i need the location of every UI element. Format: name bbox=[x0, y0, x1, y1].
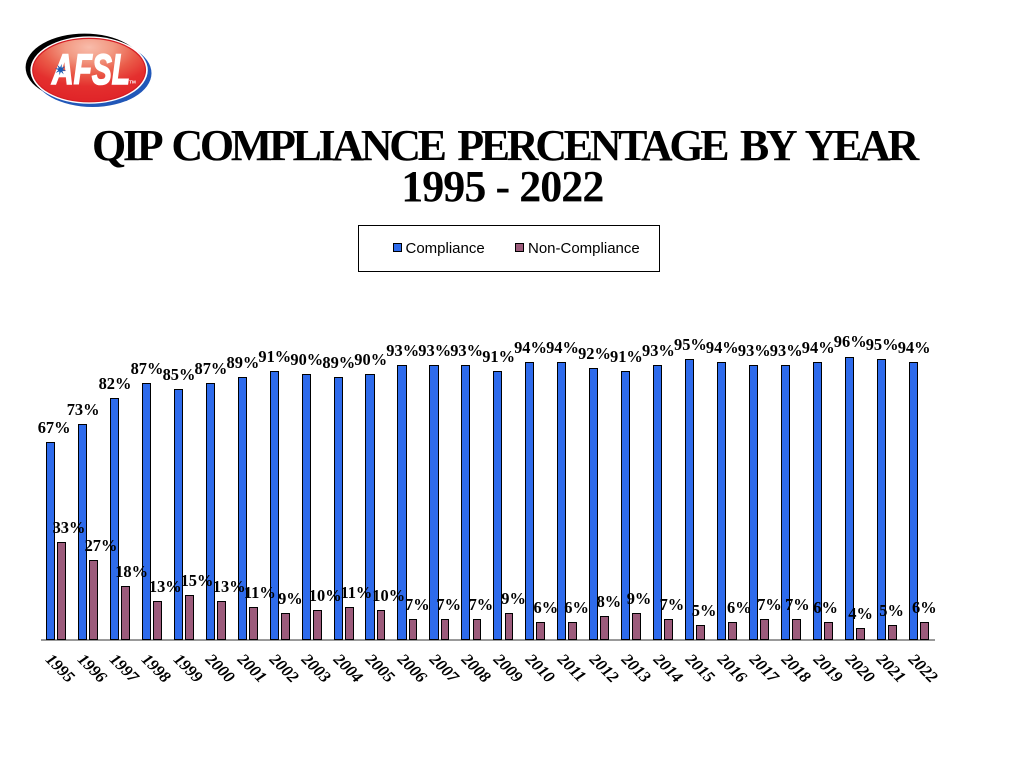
svg-text:TM: TM bbox=[129, 80, 136, 85]
